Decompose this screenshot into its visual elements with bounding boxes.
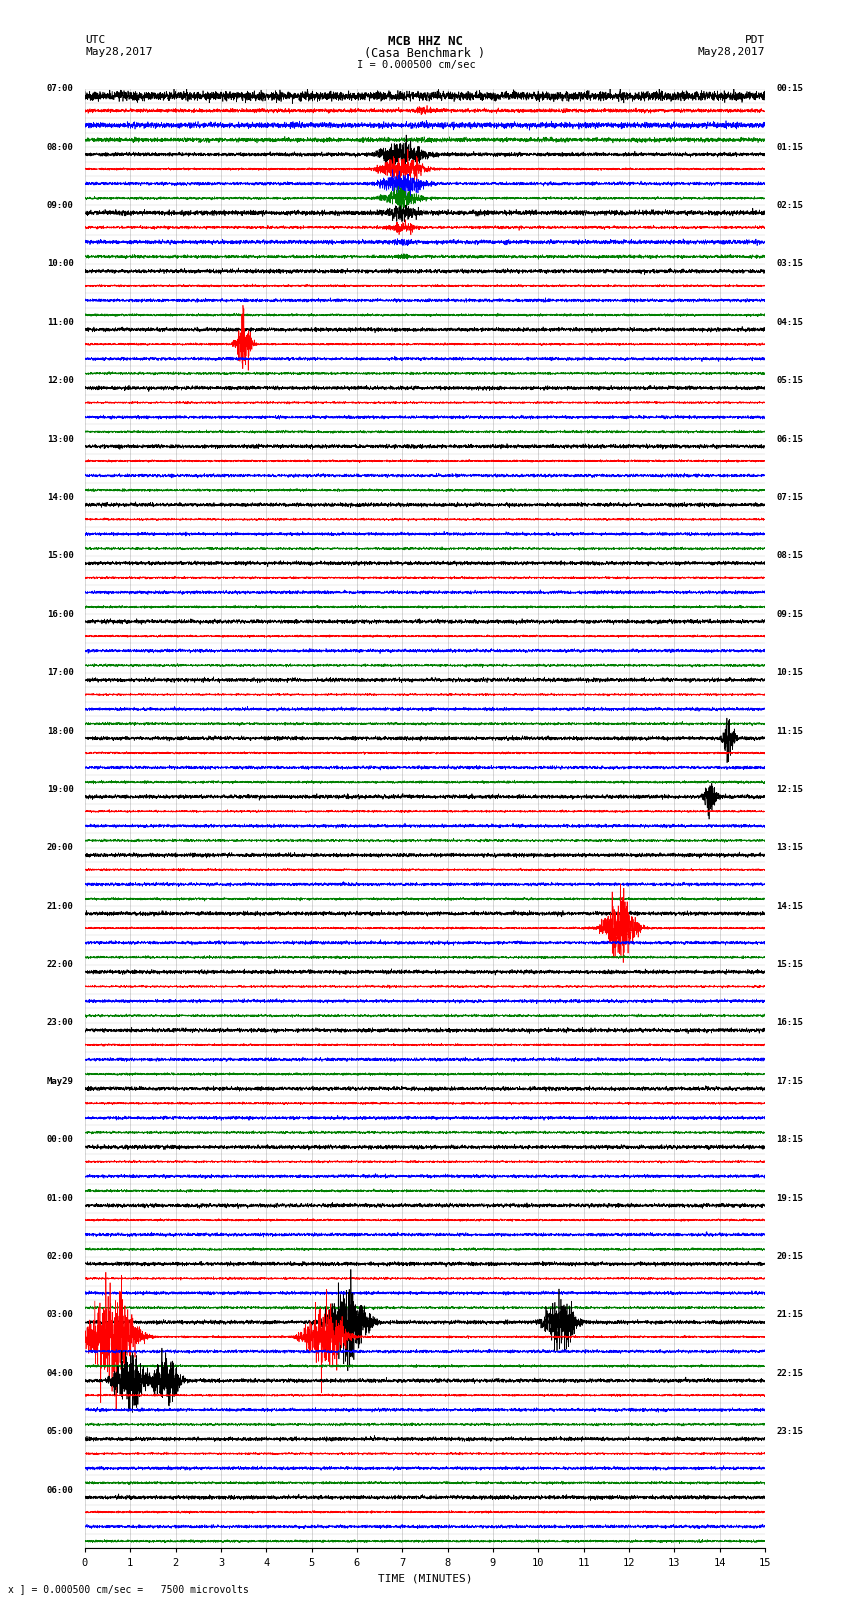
Text: 12:15: 12:15 xyxy=(776,786,803,794)
Text: 01:15: 01:15 xyxy=(776,142,803,152)
Text: 06:15: 06:15 xyxy=(776,434,803,444)
Text: 18:00: 18:00 xyxy=(47,726,74,736)
Text: 07:00: 07:00 xyxy=(47,84,74,94)
Text: 02:15: 02:15 xyxy=(776,202,803,210)
Text: x ] = 0.000500 cm/sec =   7500 microvolts: x ] = 0.000500 cm/sec = 7500 microvolts xyxy=(8,1584,249,1594)
Text: 04:15: 04:15 xyxy=(776,318,803,327)
Text: 02:00: 02:00 xyxy=(47,1252,74,1261)
Text: 18:15: 18:15 xyxy=(776,1136,803,1144)
Text: 06:00: 06:00 xyxy=(47,1486,74,1495)
Text: 04:00: 04:00 xyxy=(47,1369,74,1378)
Text: 10:00: 10:00 xyxy=(47,260,74,268)
Text: 16:15: 16:15 xyxy=(776,1018,803,1027)
Text: 01:00: 01:00 xyxy=(47,1194,74,1203)
Text: 23:00: 23:00 xyxy=(47,1018,74,1027)
Text: 14:00: 14:00 xyxy=(47,494,74,502)
Text: 16:00: 16:00 xyxy=(47,610,74,619)
Text: UTC: UTC xyxy=(85,35,105,45)
Text: 11:15: 11:15 xyxy=(776,726,803,736)
Text: May28,2017: May28,2017 xyxy=(698,47,765,56)
Text: May28,2017: May28,2017 xyxy=(85,47,152,56)
Text: 14:15: 14:15 xyxy=(776,902,803,911)
Text: 21:00: 21:00 xyxy=(47,902,74,911)
Text: I = 0.000500 cm/sec: I = 0.000500 cm/sec xyxy=(357,60,476,69)
Text: 03:15: 03:15 xyxy=(776,260,803,268)
Text: 11:00: 11:00 xyxy=(47,318,74,327)
Text: 19:00: 19:00 xyxy=(47,786,74,794)
Text: 20:15: 20:15 xyxy=(776,1252,803,1261)
Text: 00:00: 00:00 xyxy=(47,1136,74,1144)
Text: 09:15: 09:15 xyxy=(776,610,803,619)
Text: 10:15: 10:15 xyxy=(776,668,803,677)
Text: 05:15: 05:15 xyxy=(776,376,803,386)
Text: May29: May29 xyxy=(47,1077,74,1086)
Text: 15:15: 15:15 xyxy=(776,960,803,969)
Text: 08:00: 08:00 xyxy=(47,142,74,152)
Text: 15:00: 15:00 xyxy=(47,552,74,560)
Text: 17:15: 17:15 xyxy=(776,1077,803,1086)
Text: 07:15: 07:15 xyxy=(776,494,803,502)
Text: 23:15: 23:15 xyxy=(776,1428,803,1436)
Text: 08:15: 08:15 xyxy=(776,552,803,560)
Text: 21:15: 21:15 xyxy=(776,1310,803,1319)
Text: 13:00: 13:00 xyxy=(47,434,74,444)
Text: 17:00: 17:00 xyxy=(47,668,74,677)
Text: 22:15: 22:15 xyxy=(776,1369,803,1378)
X-axis label: TIME (MINUTES): TIME (MINUTES) xyxy=(377,1573,473,1582)
Text: 03:00: 03:00 xyxy=(47,1310,74,1319)
Text: PDT: PDT xyxy=(745,35,765,45)
Text: MCB HHZ NC: MCB HHZ NC xyxy=(388,35,462,48)
Text: (Casa Benchmark ): (Casa Benchmark ) xyxy=(365,47,485,60)
Text: 13:15: 13:15 xyxy=(776,844,803,852)
Text: 09:00: 09:00 xyxy=(47,202,74,210)
Text: 12:00: 12:00 xyxy=(47,376,74,386)
Text: 00:15: 00:15 xyxy=(776,84,803,94)
Text: 20:00: 20:00 xyxy=(47,844,74,852)
Text: 05:00: 05:00 xyxy=(47,1428,74,1436)
Text: 22:00: 22:00 xyxy=(47,960,74,969)
Text: 19:15: 19:15 xyxy=(776,1194,803,1203)
